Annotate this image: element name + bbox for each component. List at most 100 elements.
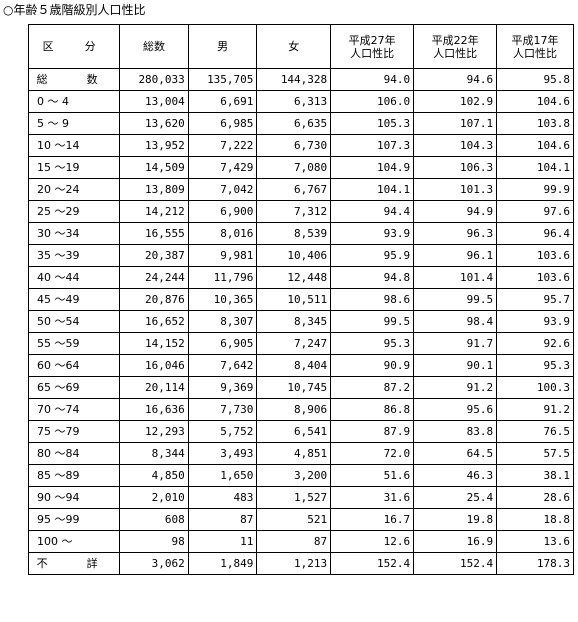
table-row: 50 ～54 16,652 8,307 8,345 99.5 98.4 93.9 — [27, 310, 574, 333]
cell-total: 20,114 — [119, 376, 189, 399]
table-row: 85 ～89 4,850 1,650 3,200 51.6 46.3 38.1 — [27, 464, 574, 487]
cell-male: 7,042 — [187, 178, 258, 201]
cell-age-group: 40 ～44 — [27, 266, 121, 289]
cell-age-group: 90 ～94 — [27, 486, 121, 509]
table-row: 95 ～99 608 87 521 16.7 19.8 18.8 — [27, 508, 574, 531]
cell-total: 2,010 — [119, 486, 189, 509]
cell-total: 13,952 — [119, 134, 189, 157]
cell-total: 20,387 — [119, 244, 189, 267]
cell-male: 8,307 — [187, 310, 258, 333]
page-title: ○年齢５歳階級別人口性比 — [3, 3, 146, 17]
cell-ratio-h27: 152.4 — [330, 552, 415, 575]
cell-age-group: 20 ～24 — [27, 178, 121, 201]
cell-age-group: 60 ～64 — [27, 354, 121, 377]
cell-ratio-h22: 152.4 — [413, 552, 498, 575]
cell-total: 16,555 — [119, 222, 189, 245]
cell-age-group: 15 ～19 — [27, 156, 121, 179]
cell-female: 6,635 — [256, 112, 332, 135]
cell-female: 8,404 — [256, 354, 332, 377]
cell-female: 7,247 — [256, 332, 332, 355]
table-header-row: 区 分 総数 男 女 平成27年 人口性比 平成22年 人口性比 平成17年 人… — [27, 24, 574, 69]
cell-total: 14,152 — [119, 332, 189, 355]
cell-female: 6,313 — [256, 90, 332, 113]
cell-female: 6,730 — [256, 134, 332, 157]
table-row: 20 ～24 13,809 7,042 6,767 104.1 101.3 99.9 — [27, 178, 574, 201]
cell-female: 6,767 — [256, 178, 332, 201]
header-total: 総数 — [119, 24, 189, 69]
cell-ratio-h17: 38.1 — [496, 464, 574, 487]
cell-total: 4,850 — [119, 464, 189, 487]
cell-age-group: 70 ～74 — [27, 398, 121, 421]
cell-age-group: 75 ～79 — [27, 420, 121, 443]
cell-male: 6,900 — [187, 200, 258, 223]
header-ratio-h17-line1: 平成17年 — [511, 33, 559, 47]
cell-total: 280,033 — [119, 68, 189, 91]
cell-ratio-h17: 99.9 — [496, 178, 574, 201]
cell-ratio-h22: 90.1 — [413, 354, 498, 377]
cell-female: 87 — [256, 530, 332, 553]
cell-ratio-h17: 104.6 — [496, 90, 574, 113]
cell-age-group: 80 ～84 — [27, 442, 121, 465]
cell-ratio-h22: 94.6 — [413, 68, 498, 91]
cell-ratio-h17: 92.6 — [496, 332, 574, 355]
cell-total: 12,293 — [119, 420, 189, 443]
table-row: 60 ～64 16,046 7,642 8,404 90.9 90.1 95.3 — [27, 354, 574, 377]
cell-total: 16,636 — [119, 398, 189, 421]
header-category: 区 分 — [27, 24, 121, 69]
cell-male: 135,705 — [187, 68, 258, 91]
cell-female: 8,345 — [256, 310, 332, 333]
cell-male: 6,691 — [187, 90, 258, 113]
cell-ratio-h27: 105.3 — [330, 112, 415, 135]
cell-ratio-h17: 103.6 — [496, 244, 574, 267]
cell-ratio-h22: 96.3 — [413, 222, 498, 245]
cell-ratio-h22: 106.3 — [413, 156, 498, 179]
cell-total: 13,809 — [119, 178, 189, 201]
cell-ratio-h27: 16.7 — [330, 508, 415, 531]
cell-female: 144,328 — [256, 68, 332, 91]
cell-total: 13,004 — [119, 90, 189, 113]
cell-ratio-h27: 107.3 — [330, 134, 415, 157]
cell-ratio-h17: 95.7 — [496, 288, 574, 311]
cell-total: 13,620 — [119, 112, 189, 135]
cell-age-group: 30 ～34 — [27, 222, 121, 245]
cell-ratio-h22: 25.4 — [413, 486, 498, 509]
cell-ratio-h17: 28.6 — [496, 486, 574, 509]
cell-ratio-h27: 98.6 — [330, 288, 415, 311]
cell-female: 521 — [256, 508, 332, 531]
cell-ratio-h27: 90.9 — [330, 354, 415, 377]
table-row: 55 ～59 14,152 6,905 7,247 95.3 91.7 92.6 — [27, 332, 574, 355]
cell-ratio-h22: 91.2 — [413, 376, 498, 399]
cell-ratio-h27: 94.8 — [330, 266, 415, 289]
cell-ratio-h27: 51.6 — [330, 464, 415, 487]
cell-age-group: 55 ～59 — [27, 332, 121, 355]
cell-female: 10,406 — [256, 244, 332, 267]
table-row: 25 ～29 14,212 6,900 7,312 94.4 94.9 97.6 — [27, 200, 574, 223]
cell-ratio-h22: 46.3 — [413, 464, 498, 487]
cell-female: 3,200 — [256, 464, 332, 487]
cell-total: 608 — [119, 508, 189, 531]
table-row: 90 ～94 2,010 483 1,527 31.6 25.4 28.6 — [27, 486, 574, 509]
cell-ratio-h22: 83.8 — [413, 420, 498, 443]
table-row: 40 ～44 24,244 11,796 12,448 94.8 101.4 103.6 — [27, 266, 574, 289]
cell-male: 1,849 — [187, 552, 258, 575]
cell-ratio-h17: 178.3 — [496, 552, 574, 575]
table-row: 65 ～69 20,114 9,369 10,745 87.2 91.2 100.3 — [27, 376, 574, 399]
cell-male: 8,016 — [187, 222, 258, 245]
cell-ratio-h22: 95.6 — [413, 398, 498, 421]
cell-male: 6,985 — [187, 112, 258, 135]
table-row: 45 ～49 20,876 10,365 10,511 98.6 99.5 95.7 — [27, 288, 574, 311]
cell-total: 16,046 — [119, 354, 189, 377]
table-row: 総 数 280,033 135,705 144,328 94.0 94.6 95.8 — [27, 68, 574, 91]
table-row: 10 ～14 13,952 7,222 6,730 107.3 104.3 104.6 — [27, 134, 574, 157]
cell-age-group: 不 詳 — [27, 552, 121, 575]
cell-total: 8,344 — [119, 442, 189, 465]
header-ratio-h22: 平成22年 人口性比 — [413, 24, 498, 69]
header-ratio-h27-line1: 平成27年 — [348, 33, 396, 47]
cell-total: 14,509 — [119, 156, 189, 179]
cell-ratio-h17: 100.3 — [496, 376, 574, 399]
cell-ratio-h22: 104.3 — [413, 134, 498, 157]
header-male: 男 — [187, 24, 258, 69]
header-female: 女 — [256, 24, 332, 69]
cell-ratio-h17: 76.5 — [496, 420, 574, 443]
header-ratio-h27: 平成27年 人口性比 — [330, 24, 415, 69]
